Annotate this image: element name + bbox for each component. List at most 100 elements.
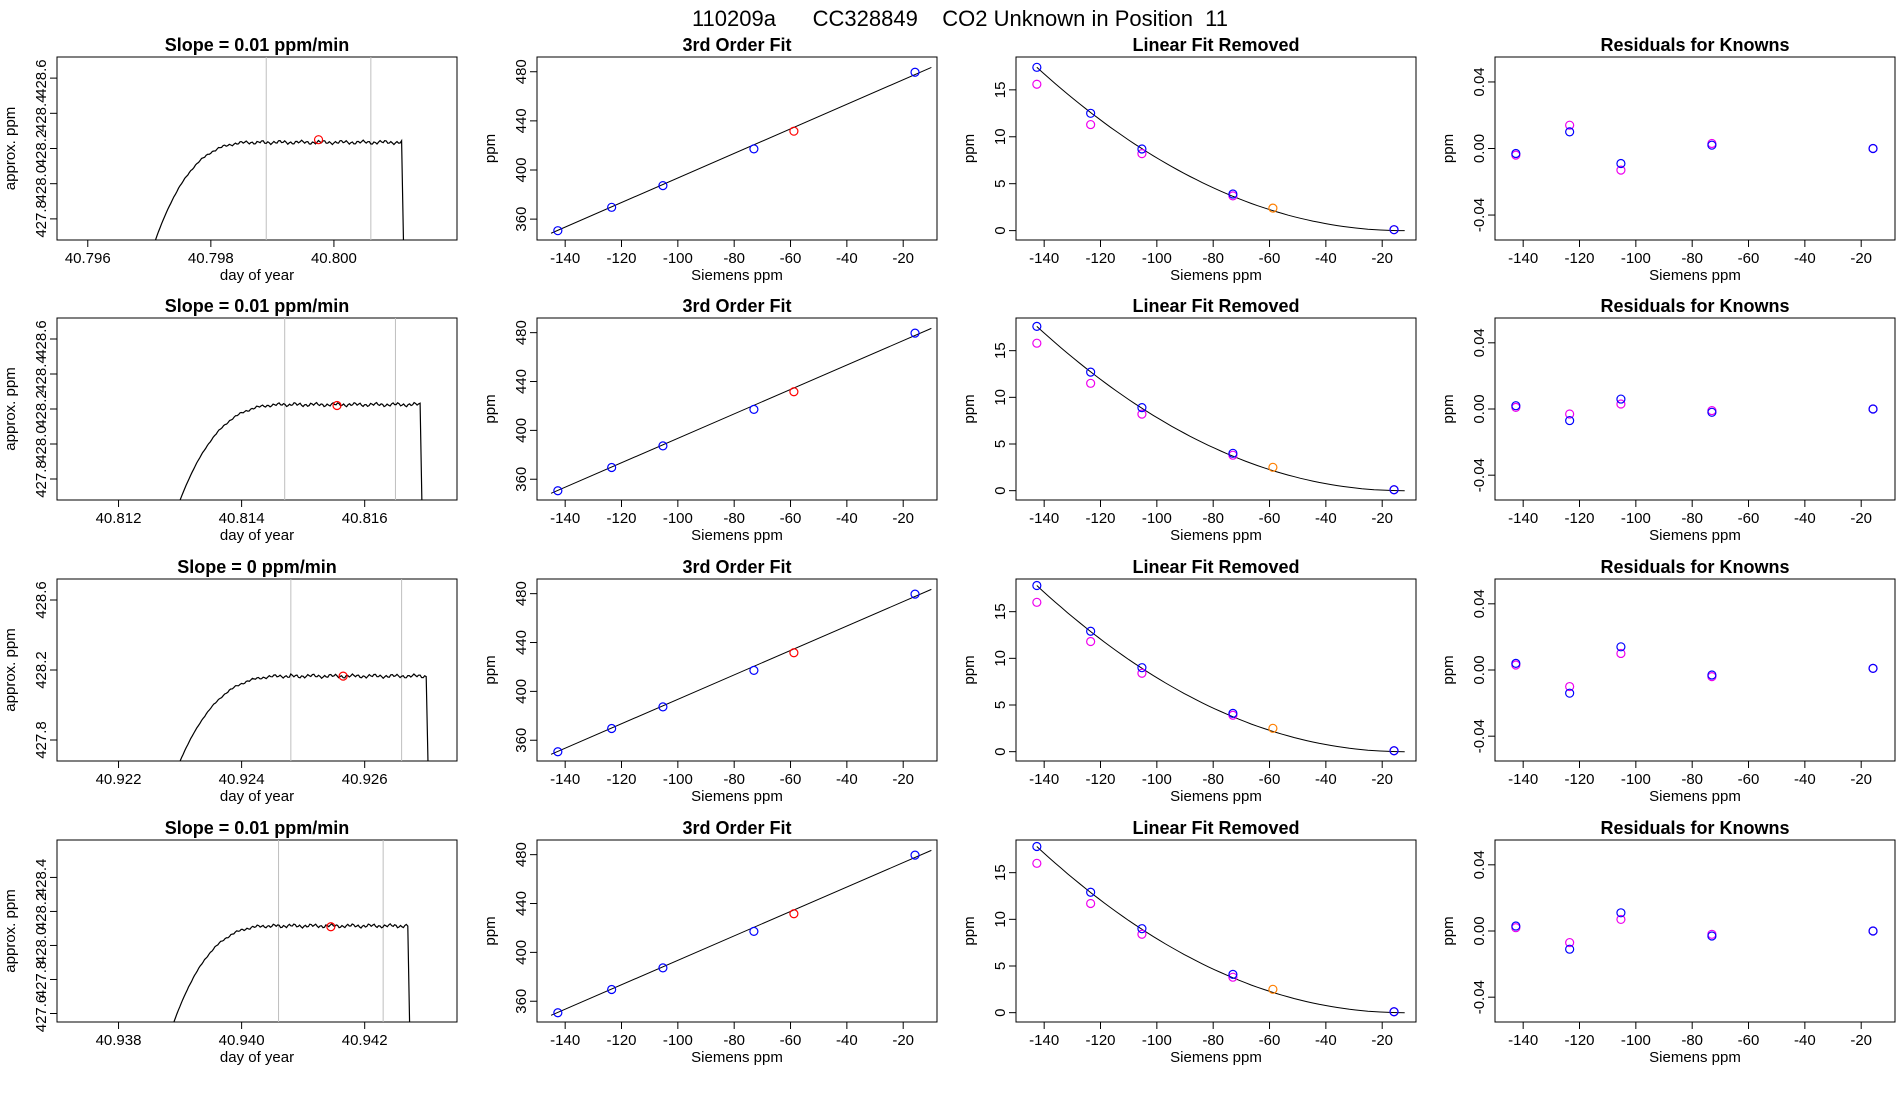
panel-linear_removed-1: Linear Fit Removed -140 -120 -100 -80 -60 -40 -… bbox=[961, 296, 1417, 544]
x-tick-label: -40 bbox=[836, 250, 858, 267]
plot-frame bbox=[536, 578, 938, 762]
y-tick-label: 428.0 bbox=[33, 425, 50, 463]
known-point bbox=[1137, 403, 1147, 413]
panel-title: 3rd Order Fit bbox=[682, 296, 791, 316]
x-tick-label: -60 bbox=[1738, 510, 1760, 527]
residual-point bbox=[1616, 394, 1626, 404]
residual-point bbox=[1868, 663, 1878, 673]
residual-point-alt bbox=[1616, 914, 1626, 925]
x-tick-label: -120 bbox=[606, 771, 636, 788]
residual-point bbox=[1565, 688, 1575, 698]
known-point-alt bbox=[1137, 149, 1147, 159]
y-tick-label: 428.4 bbox=[33, 355, 50, 393]
y-tick-label: 360 bbox=[513, 728, 530, 753]
y-tick-label: 428.2 bbox=[33, 390, 50, 428]
panel-linear_removed-3: Linear Fit Removed -140 -120 -100 -80 -60 -40 -… bbox=[961, 818, 1417, 1066]
x-tick-label: -80 bbox=[1202, 510, 1224, 527]
residual-point-alt bbox=[1565, 120, 1575, 130]
x-tick-label: -120 bbox=[1564, 1032, 1594, 1049]
y-tick-label: 480 bbox=[513, 581, 530, 606]
residual-point bbox=[1868, 404, 1878, 414]
plot-frame bbox=[1494, 56, 1896, 241]
known-point bbox=[1137, 663, 1147, 673]
known-standard-point bbox=[658, 702, 668, 712]
y-tick-label: 428.6 bbox=[33, 59, 50, 97]
x-tick-label: -80 bbox=[1202, 771, 1224, 788]
known-point bbox=[1389, 1007, 1399, 1017]
x-tick-label: -100 bbox=[1621, 1032, 1651, 1049]
plot-area bbox=[154, 57, 405, 240]
concentration-trace bbox=[154, 138, 405, 240]
known-point bbox=[1086, 108, 1096, 118]
known-standard-point bbox=[749, 144, 759, 154]
plot-area bbox=[550, 66, 932, 236]
y-tick-label: 15 bbox=[992, 82, 1009, 99]
fit-curve bbox=[550, 66, 932, 234]
x-tick-label: -40 bbox=[1315, 250, 1337, 267]
panel-fit-3: 3rd Order Fit -140 -120 -100 -80 -60 -40 -20 360… bbox=[482, 818, 938, 1066]
plot-area bbox=[550, 588, 932, 757]
residual-point bbox=[1511, 148, 1521, 159]
x-tick-label: 40.798 bbox=[188, 250, 234, 267]
y-tick-label: 0 bbox=[992, 747, 1009, 755]
x-tick-label: -20 bbox=[892, 250, 914, 267]
known-point-alt bbox=[1032, 338, 1042, 348]
y-tick-label: 427.8 bbox=[33, 961, 50, 999]
x-tick-label: -140 bbox=[1029, 771, 1059, 788]
x-tick-label: -60 bbox=[780, 510, 802, 527]
y-tick-label: 10 bbox=[992, 911, 1009, 928]
known-point-alt bbox=[1137, 668, 1147, 678]
unknown-mean-marker bbox=[338, 671, 348, 681]
x-tick-label: 40.940 bbox=[219, 1032, 265, 1049]
x-axis-label: Siemens ppm bbox=[1649, 1049, 1741, 1066]
x-tick-label: -100 bbox=[1621, 250, 1651, 267]
residual-point bbox=[1511, 658, 1521, 668]
known-standard-point bbox=[910, 850, 920, 860]
x-tick-label: -20 bbox=[1371, 771, 1393, 788]
y-tick-label: 427.6 bbox=[33, 995, 50, 1033]
known-point bbox=[1389, 485, 1399, 495]
x-tick-label: -40 bbox=[1794, 1032, 1816, 1049]
x-tick-label: -60 bbox=[1259, 250, 1281, 267]
y-tick-label: 480 bbox=[513, 842, 530, 867]
y-tick-label: 5 bbox=[992, 701, 1009, 709]
x-axis-label: Siemens ppm bbox=[1170, 788, 1262, 805]
x-tick-label: -140 bbox=[1029, 1032, 1059, 1049]
y-tick-label: -0.04 bbox=[1471, 458, 1488, 492]
unknown-mean-marker bbox=[332, 400, 342, 411]
residual-point bbox=[1616, 642, 1626, 652]
y-tick-label: -0.04 bbox=[1471, 198, 1488, 232]
fit-curve bbox=[550, 327, 932, 494]
y-tick-label: 5 bbox=[992, 440, 1009, 448]
panel-timeseries-0: Slope = 0.01 ppm/min 40.796 40.798 40.800 42… bbox=[2, 35, 458, 284]
y-axis-label: ppm bbox=[482, 655, 499, 684]
y-tick-label: 0.04 bbox=[1471, 67, 1488, 96]
unknown-mean-marker bbox=[326, 922, 336, 932]
plot-frame bbox=[56, 317, 458, 501]
fit-curve bbox=[550, 588, 932, 755]
fit-curve bbox=[550, 849, 932, 1016]
x-tick-label: -140 bbox=[1508, 771, 1538, 788]
known-standard-point bbox=[910, 67, 920, 77]
panel-title: Linear Fit Removed bbox=[1132, 35, 1299, 55]
residual-point bbox=[1707, 931, 1717, 941]
x-tick-label: -40 bbox=[1315, 510, 1337, 527]
plot-frame bbox=[1015, 578, 1417, 762]
x-tick-label: -140 bbox=[1508, 250, 1538, 267]
x-axis-label: Siemens ppm bbox=[1170, 267, 1262, 284]
known-point-alt bbox=[1086, 119, 1096, 130]
panel-title: Residuals for Knowns bbox=[1600, 818, 1789, 838]
plot-frame bbox=[1494, 839, 1896, 1023]
x-tick-label: -60 bbox=[780, 771, 802, 788]
concentration-trace bbox=[173, 922, 411, 1022]
plot-frame bbox=[536, 839, 938, 1023]
known-standard-point bbox=[607, 462, 617, 473]
x-tick-label: -60 bbox=[780, 250, 802, 267]
x-axis-label: Siemens ppm bbox=[1649, 527, 1741, 544]
panel-residuals-1: Residuals for Knowns -140 -120 -100 -80 -60 -4… bbox=[1440, 296, 1896, 544]
y-tick-label: 0 bbox=[992, 1008, 1009, 1016]
y-tick-label: 440 bbox=[513, 630, 530, 655]
panel-fit-1: 3rd Order Fit -140 -120 -100 -80 -60 -40 -20 360… bbox=[482, 296, 938, 544]
residual-point-alt bbox=[1616, 399, 1626, 409]
x-axis-label: Siemens ppm bbox=[691, 267, 783, 284]
